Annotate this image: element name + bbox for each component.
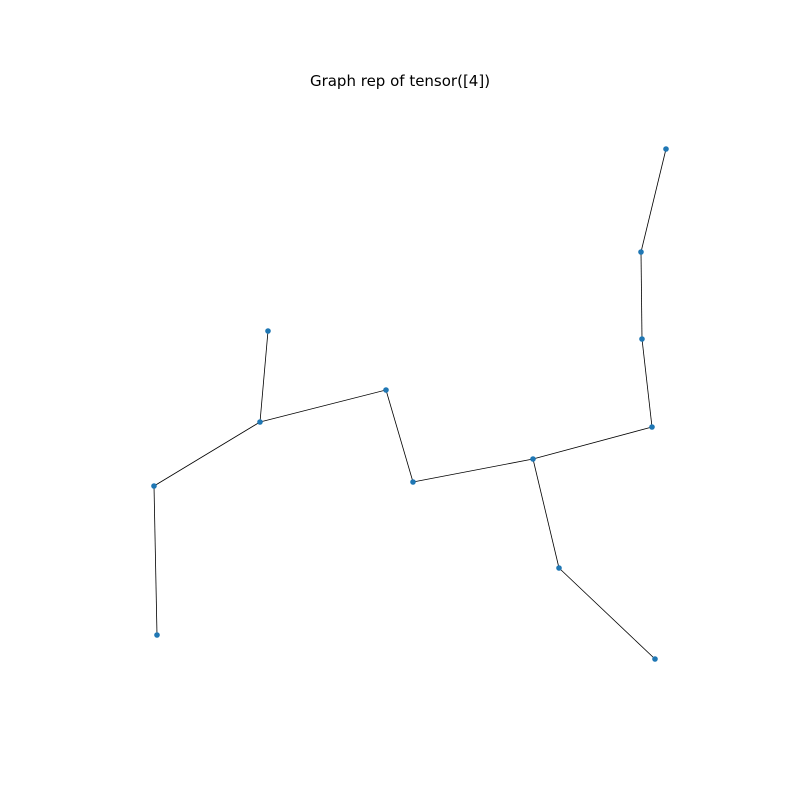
graph-node bbox=[257, 419, 263, 425]
graph-edge bbox=[259, 389, 387, 423]
graph-edge bbox=[385, 389, 414, 483]
graph-edge bbox=[532, 458, 560, 569]
graph-node bbox=[154, 632, 160, 638]
graph-edge bbox=[412, 458, 534, 483]
graph-node bbox=[556, 565, 562, 571]
graph-node bbox=[151, 483, 157, 489]
graph-node bbox=[410, 479, 416, 485]
graph-node bbox=[652, 656, 658, 662]
graph-edge bbox=[641, 338, 653, 428]
graph-node bbox=[383, 387, 389, 393]
graph-node bbox=[649, 424, 655, 430]
edge-layer bbox=[153, 148, 667, 660]
graph-edge bbox=[640, 148, 667, 253]
graph-edge bbox=[558, 567, 656, 660]
graph-edge bbox=[640, 251, 643, 340]
graph-node bbox=[663, 146, 669, 152]
graph-edge bbox=[153, 485, 158, 636]
graph-node bbox=[530, 456, 536, 462]
graph-edge bbox=[532, 426, 653, 460]
node-layer bbox=[151, 146, 669, 662]
graph-node bbox=[639, 336, 645, 342]
graph-node bbox=[265, 328, 271, 334]
graph-node bbox=[638, 249, 644, 255]
diagram-title: Graph rep of tensor([4]) bbox=[309, 72, 491, 90]
graph-edge bbox=[259, 330, 269, 423]
graph-edge bbox=[153, 421, 261, 487]
